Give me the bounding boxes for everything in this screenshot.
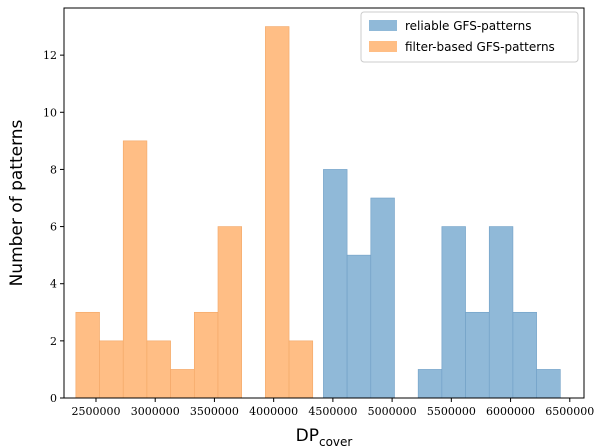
y-tick-label: 4 <box>50 278 57 291</box>
x-tick-label: 3500000 <box>190 405 239 418</box>
histogram-bar <box>217 226 242 399</box>
legend-swatch-reliable <box>369 20 397 31</box>
legend-label-filter-based: filter-based GFS-patterns <box>405 40 555 54</box>
x-tick-label: 6000000 <box>486 405 535 418</box>
histogram-bar <box>265 26 290 399</box>
histogram-bar <box>488 226 514 399</box>
x-tick-label: 5500000 <box>427 405 476 418</box>
y-axis-ticks: 0 2 4 6 8 10 12 <box>43 49 64 405</box>
histogram-bar <box>122 140 148 399</box>
y-tick-label: 0 <box>50 392 57 405</box>
x-tick-label: 2500000 <box>71 405 120 418</box>
histogram-bar <box>346 254 372 399</box>
histogram-bar <box>536 369 561 399</box>
plot-frame <box>63 7 585 399</box>
x-tick-label: 4500000 <box>308 405 357 418</box>
histogram-bar <box>170 369 195 399</box>
bars-layer <box>75 26 561 399</box>
y-tick-label: 2 <box>50 335 57 348</box>
series-group-1 <box>75 26 314 399</box>
histogram-bar <box>193 311 219 399</box>
y-tick-label: 10 <box>43 106 57 119</box>
x-axis-label: DPcover <box>296 426 353 447</box>
x-axis-label-main: DP <box>296 426 319 446</box>
histogram-bar <box>288 340 314 399</box>
histogram-bar <box>75 311 100 399</box>
legend: reliable GFS-patterns filter-based GFS-p… <box>360 11 579 63</box>
histogram-bar <box>370 197 395 399</box>
y-axis-label: Number of patterns <box>7 119 27 286</box>
histogram-bar <box>146 340 171 399</box>
y-tick-label: 6 <box>50 221 57 234</box>
x-tick-label: 6500000 <box>545 405 594 418</box>
histogram-bar <box>417 369 443 399</box>
histogram-bar <box>465 311 490 399</box>
x-axis-ticks: 2500000 3000000 3500000 4000000 4500000 50000… <box>71 398 594 418</box>
y-tick-label: 8 <box>50 163 57 176</box>
x-tick-label: 3000000 <box>131 405 180 418</box>
histogram-bar <box>512 311 537 399</box>
y-tick-label: 12 <box>43 49 57 62</box>
series-group-0 <box>323 169 561 399</box>
histogram-bar <box>441 226 466 399</box>
x-tick-label: 5000000 <box>368 405 417 418</box>
legend-swatch-filter-based <box>369 41 397 52</box>
x-tick-label: 4000000 <box>249 405 298 418</box>
histogram-bar <box>99 340 124 399</box>
x-axis-label-subscript: cover <box>319 435 352 447</box>
legend-label-reliable: reliable GFS-patterns <box>405 19 532 33</box>
legend-frame <box>360 11 579 63</box>
histogram-bar <box>323 169 348 399</box>
